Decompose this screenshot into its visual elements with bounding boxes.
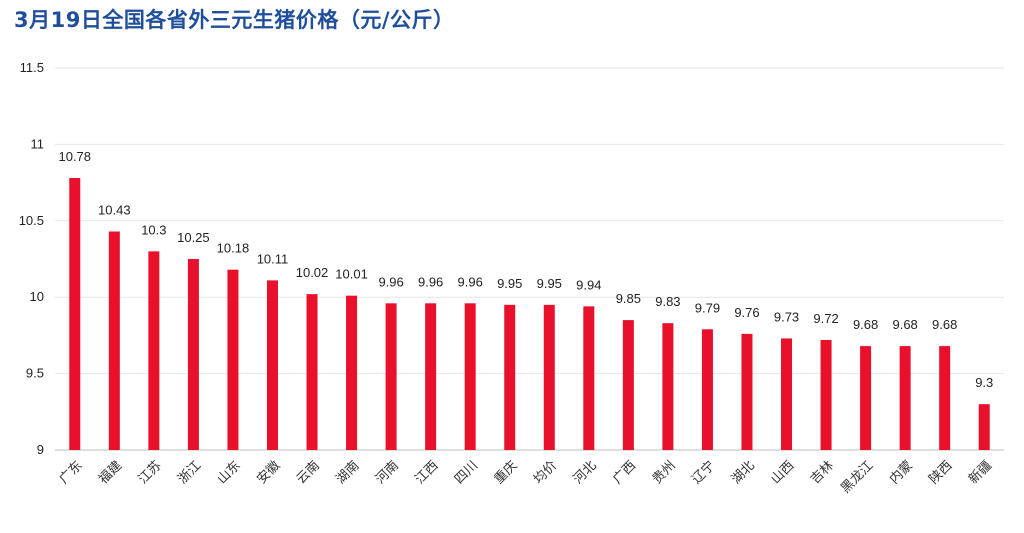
category-label: 云南 bbox=[293, 458, 323, 488]
bar bbox=[583, 306, 595, 450]
bar bbox=[464, 303, 476, 450]
data-label: 9.95 bbox=[537, 276, 562, 291]
bar bbox=[227, 269, 239, 450]
data-label: 9.73 bbox=[774, 309, 799, 324]
bar bbox=[306, 294, 318, 450]
bar bbox=[385, 303, 397, 450]
category-label: 河北 bbox=[571, 458, 600, 487]
bar bbox=[860, 346, 872, 450]
bar bbox=[425, 303, 437, 450]
category-label: 辽宁 bbox=[689, 458, 719, 488]
y-tick-label: 9 bbox=[37, 442, 44, 457]
category-label: 四川 bbox=[452, 458, 481, 487]
data-label: 9.3 bbox=[975, 375, 993, 390]
data-label: 9.79 bbox=[695, 300, 720, 315]
bar bbox=[741, 333, 753, 450]
bar bbox=[781, 338, 793, 450]
category-label: 均价 bbox=[531, 458, 560, 487]
data-label: 9.85 bbox=[616, 291, 641, 306]
data-label: 9.94 bbox=[576, 277, 601, 292]
bar bbox=[939, 346, 951, 450]
data-label: 10.3 bbox=[141, 222, 166, 237]
data-label: 10.18 bbox=[217, 241, 250, 256]
data-label: 10.11 bbox=[257, 251, 289, 266]
bar bbox=[662, 323, 674, 450]
category-label: 山东 bbox=[215, 458, 244, 487]
category-label: 江西 bbox=[412, 458, 441, 487]
y-tick-label: 11 bbox=[31, 136, 45, 151]
category-label: 广东 bbox=[57, 458, 86, 487]
data-label: 9.96 bbox=[458, 274, 483, 289]
data-label: 10.02 bbox=[296, 265, 329, 280]
category-label: 湖北 bbox=[729, 458, 758, 487]
y-tick-label: 10 bbox=[30, 289, 44, 304]
bar bbox=[899, 346, 911, 450]
bar bbox=[622, 320, 634, 450]
chart-title: 3月19日全国各省外三元生猪价格（元/公斤） bbox=[14, 8, 455, 32]
category-label: 广西 bbox=[610, 458, 639, 487]
category-label: 黑龙江 bbox=[838, 458, 876, 496]
category-label: 贵州 bbox=[650, 458, 679, 487]
category-label: 湖南 bbox=[333, 458, 363, 488]
category-label: 陕西 bbox=[927, 458, 956, 487]
y-tick-label: 11.5 bbox=[20, 60, 44, 75]
data-label: 9.68 bbox=[932, 317, 957, 332]
data-label: 9.83 bbox=[655, 294, 680, 309]
bar bbox=[148, 251, 160, 450]
data-label: 10.43 bbox=[98, 202, 131, 217]
category-label: 山西 bbox=[768, 458, 797, 487]
category-label: 重庆 bbox=[491, 458, 521, 488]
data-label: 9.68 bbox=[853, 317, 878, 332]
category-label: 福建 bbox=[96, 458, 125, 487]
category-label: 新疆 bbox=[965, 458, 995, 488]
bar bbox=[266, 280, 278, 450]
bar bbox=[543, 304, 555, 450]
data-label: 9.96 bbox=[418, 274, 443, 289]
category-label: 内蒙 bbox=[886, 458, 916, 488]
data-label: 10.78 bbox=[58, 149, 91, 164]
data-label: 9.76 bbox=[734, 305, 759, 320]
data-label: 10.01 bbox=[335, 267, 368, 282]
category-label: 浙江 bbox=[175, 458, 204, 487]
bar bbox=[108, 231, 120, 450]
data-label: 9.96 bbox=[378, 274, 403, 289]
category-label: 江苏 bbox=[135, 458, 165, 488]
bar bbox=[820, 339, 832, 450]
bar bbox=[187, 259, 199, 450]
data-label: 9.95 bbox=[497, 276, 522, 291]
data-label: 9.68 bbox=[892, 317, 917, 332]
y-tick-label: 9.5 bbox=[26, 366, 44, 381]
category-label: 安徽 bbox=[254, 458, 283, 487]
category-label: 河南 bbox=[372, 458, 402, 488]
category-label: 吉林 bbox=[808, 458, 837, 487]
bar bbox=[701, 329, 713, 450]
y-tick-label: 10.5 bbox=[19, 213, 44, 228]
bar bbox=[978, 404, 990, 450]
bar bbox=[504, 304, 516, 450]
bar bbox=[69, 178, 81, 451]
bar bbox=[346, 295, 358, 450]
data-label: 10.25 bbox=[177, 230, 210, 245]
data-label: 9.72 bbox=[813, 311, 838, 326]
